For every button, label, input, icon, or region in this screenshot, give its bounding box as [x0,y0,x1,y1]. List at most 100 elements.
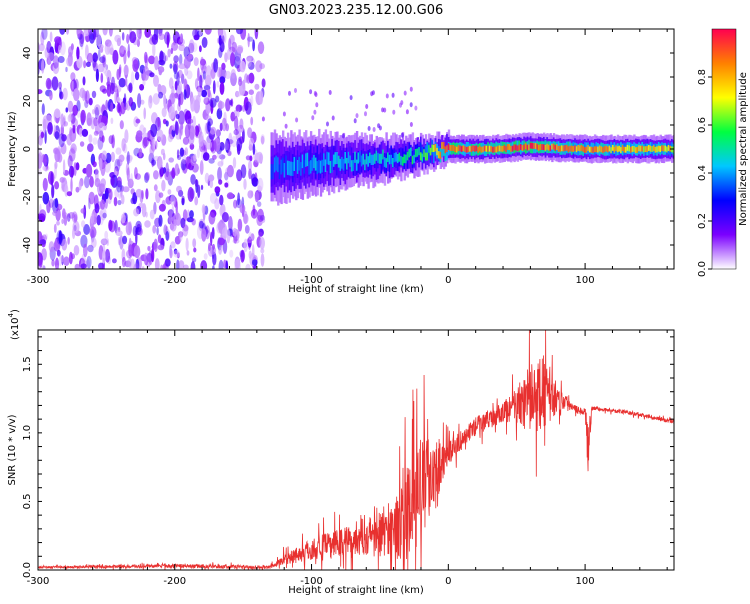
spectrogram-cell [498,145,502,152]
spectrogram-cell [398,152,401,162]
spectrogram-cell [290,161,293,176]
spectrogram-cell [229,249,234,258]
spectrogram-cell [400,132,404,138]
spectrogram-cell [95,68,99,82]
spectrogram-cell [158,214,163,227]
spectrogram-cell [436,147,439,156]
spectrogram-cell [102,212,107,219]
spectrogram-cell [199,74,203,89]
spectrogram-cell [567,146,570,153]
spectrogram-cell [273,157,277,173]
spectrogram-cell [94,106,99,120]
spectrogram-cell [587,145,590,151]
spectrogram-cell [646,146,649,152]
colorbar-ticks: 0.0 0.2 0.4 0.6 0.8 [697,69,712,277]
spectrogram-cell [569,145,572,152]
spectrogram-cell [256,151,264,164]
spectrogram-x-tick-label: -100 [300,275,323,286]
spectrogram-cell [651,146,654,152]
spectrogram-cell [337,155,341,168]
spectrogram-cell [183,264,189,269]
spectrogram-cell [193,57,199,67]
spectrogram-cell [215,129,221,137]
spectrogram-cell [219,76,226,84]
spectrogram-cell [141,265,145,269]
spectrogram-cell [84,99,89,109]
spectrogram-cell [145,188,149,200]
spectrogram-cell [197,67,200,81]
spectrogram-cell [574,145,577,152]
spectrogram-cell [433,148,436,163]
spectrogram-cell [183,78,188,93]
spectrogram-cell [259,214,266,221]
spectrogram-cell [71,211,78,223]
spectrogram-cell [92,109,95,115]
spectrogram-cell [175,210,179,220]
spectrogram-cell [243,210,248,225]
spectrogram-cell [165,120,169,127]
spectrogram-cell [219,194,224,206]
spectrogram-cell [65,107,69,113]
spectrogram-cell [130,188,135,195]
spectrogram-cell [47,122,53,135]
spectrogram-cell [584,147,587,153]
spectrogram-cell [395,152,398,162]
spectrogram-cell [165,162,169,178]
spectrogram-cell [200,260,208,269]
spectrogram-cell [176,185,182,193]
spectrogram-cell [503,144,506,151]
spectrogram-cell [428,145,431,153]
spectrogram-cell [80,208,85,214]
spectrogram-cell [288,90,291,96]
spectrogram-cell [108,135,114,145]
spectrogram-cell [212,80,216,95]
spectrogram-cell [639,145,643,152]
spectrogram-cell [411,155,415,165]
spectrogram-cell [561,145,564,152]
spectrogram-cell [597,146,600,153]
spectrogram-cell [347,153,351,177]
spectrogram-cell [454,146,457,153]
spectrogram-cell [182,223,189,237]
spectrogram-cell [313,109,317,115]
spectrogram-cell [556,144,559,150]
spectrogram-cell [66,213,71,222]
spectrogram-cell [40,31,45,46]
spectrogram-cell [140,99,145,105]
snr-y-tick-label: 1.0 [22,425,33,441]
spectrogram-cell [108,29,113,37]
spectrogram-cell [383,157,387,167]
spectrogram-cell [314,92,318,98]
spectrogram-cell [43,158,48,166]
spectrogram-cell [96,33,102,47]
spectrogram-cell [301,154,305,169]
spectrogram-cell [78,180,82,191]
spectrogram-cell [416,148,419,157]
spectrogram-cell [68,148,76,162]
spectrogram-cell [375,151,378,172]
spectrogram-cell [79,33,84,48]
spectrogram-cell [388,154,392,165]
spectrogram-cell [541,144,544,150]
spectrogram-cell [159,167,165,177]
spectrogram-cell [306,152,309,167]
spectrogram-cell [52,210,60,217]
spectrogram-cell [76,46,80,60]
spectrogram-cell [538,144,541,151]
spectrogram-cell [332,154,336,167]
spectrogram-cell [467,146,470,153]
spectrogram-cell [70,143,77,154]
spectrogram-cell [252,143,256,156]
spectrogram-cell [465,146,469,153]
spectrogram-cell [227,142,231,152]
spectrogram-cell [364,159,367,171]
spectrogram-cell [81,220,86,228]
spectrogram-cell [205,140,213,150]
spectrogram-cell [444,147,447,162]
spectrogram-cell [418,147,421,156]
spectrogram-cell [616,146,620,153]
spectrogram-cell [580,145,584,151]
spectrogram-cell [410,147,413,157]
spectrogram-cell [189,210,194,219]
spectrogram-cell [251,173,256,184]
